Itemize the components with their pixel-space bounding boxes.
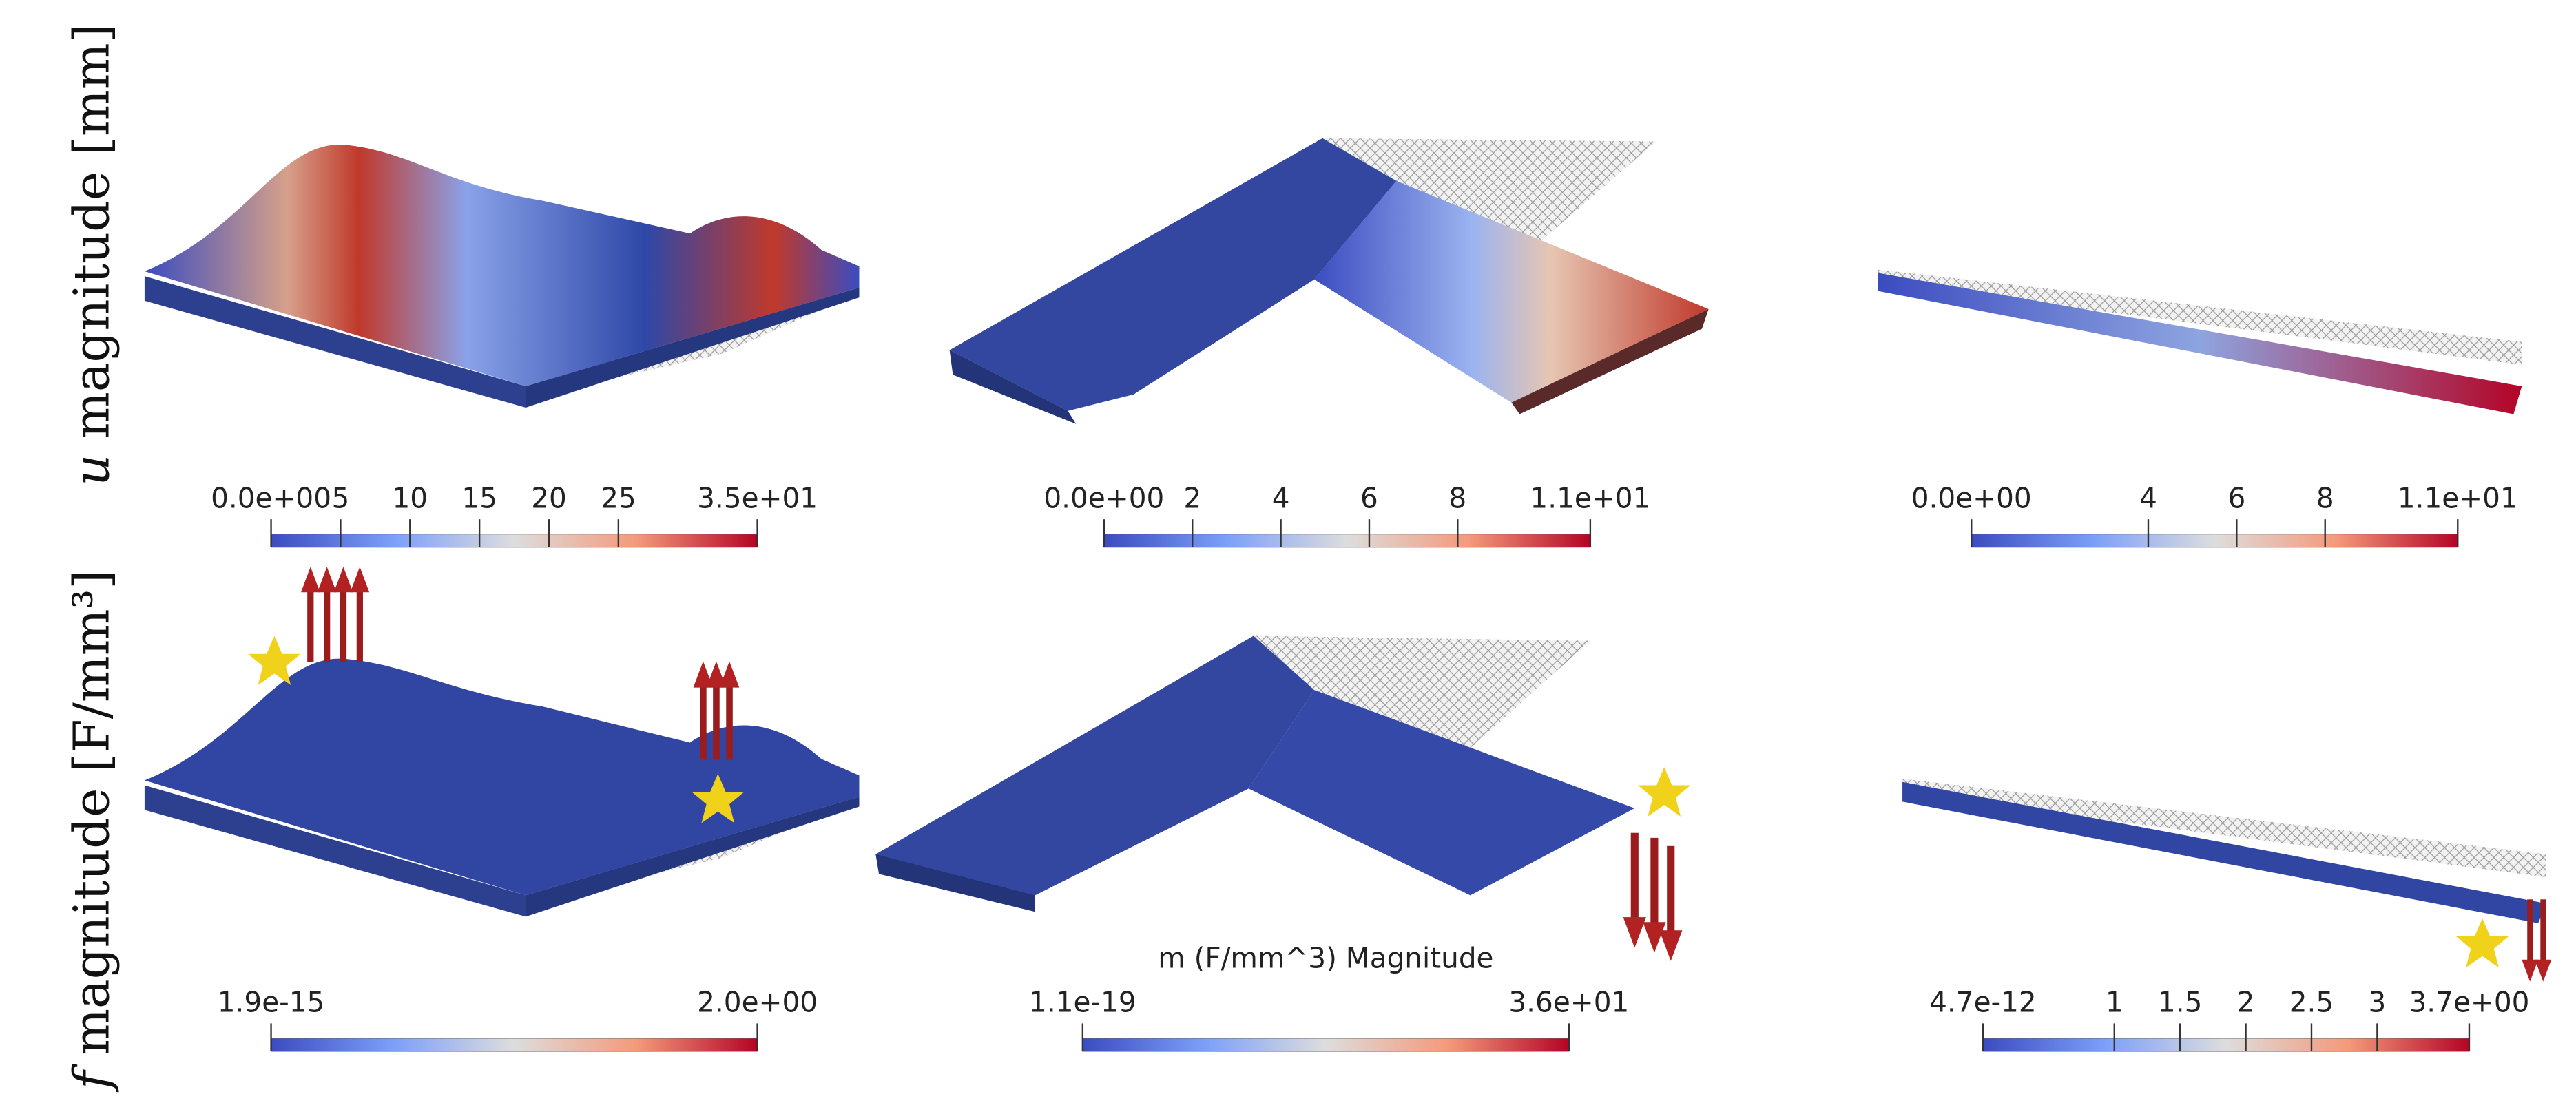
tick-label: 1.5	[2158, 986, 2202, 1019]
row-label: u magnitude [mm]	[63, 23, 120, 485]
tick-label: 0.0e+00	[1911, 481, 2032, 514]
row-symbol: f	[63, 1063, 120, 1093]
tick-label: 6	[2227, 481, 2245, 514]
row-label: f magnitude [F/mm³]	[63, 570, 120, 1093]
colorbar	[1103, 534, 1591, 548]
tick-label: 1.1e+01	[2398, 481, 2518, 514]
tick-label: 3.6e+01	[1508, 986, 1629, 1019]
tick-label: 15	[461, 481, 497, 514]
tick-label: 3.5e+01	[697, 481, 818, 514]
colorbar	[1982, 1038, 2470, 1052]
tick-label: 0.0e+00	[1043, 481, 1164, 514]
render-u-3	[1878, 269, 2522, 414]
tick-label: 4	[1272, 481, 1290, 514]
force-arrow	[300, 567, 320, 662]
tick-label: 5	[332, 481, 350, 514]
colorbar	[270, 534, 758, 548]
tick-label: 3	[2368, 986, 2386, 1019]
tick-label: 0.0e+00	[211, 481, 331, 514]
render-f-3	[1902, 779, 2552, 982]
render-f-2	[875, 635, 1691, 961]
tick-label: 25	[601, 481, 636, 514]
colorbar-title: m (F/mm^3) Magnitude	[1158, 941, 1493, 974]
tick-label: 8	[1448, 481, 1466, 514]
tick-label: 1.1e-19	[1029, 986, 1136, 1019]
tick-label: 8	[2316, 481, 2334, 514]
tick-label: 1	[2106, 986, 2123, 1019]
tick-label: 1.9e-15	[218, 986, 325, 1019]
tick-label: 4.7e-12	[1929, 986, 2037, 1019]
tick-label: 2.0e+00	[697, 986, 818, 1019]
tick-label: 6	[1360, 481, 1378, 514]
render-u-1	[144, 145, 860, 408]
tick-label: 2.5	[2289, 986, 2334, 1019]
row-text: magnitude [F/mm³]	[63, 570, 120, 1055]
tick-label: 2	[1183, 481, 1201, 514]
tick-label: 2	[2237, 986, 2255, 1019]
row-text: magnitude [mm]	[63, 23, 120, 439]
tick-label: 10	[392, 481, 428, 514]
tick-label: 4	[2139, 481, 2157, 514]
tick-label: 3.7e+00	[2409, 986, 2529, 1019]
render-u-2	[949, 138, 1709, 424]
render-f-1	[144, 567, 860, 917]
tick-label: 1.1e+01	[1530, 481, 1650, 514]
colorbar	[270, 1038, 758, 1052]
row-symbol: u	[63, 454, 120, 486]
tick-label: 20	[531, 481, 567, 514]
colorbar	[1082, 1038, 1570, 1052]
colorbar	[1971, 534, 2458, 548]
